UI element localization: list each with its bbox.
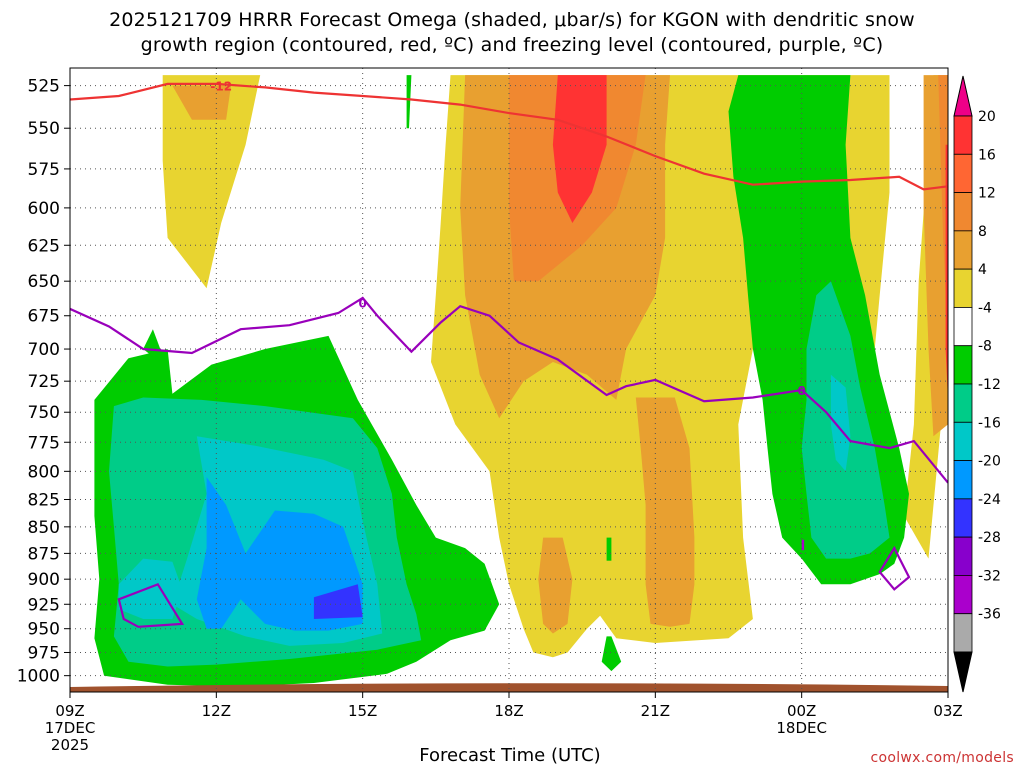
- x-tick-label-15Z: 15Z: [348, 702, 377, 720]
- colorbar-label-5: -4: [978, 300, 992, 316]
- omega-region-11: [945, 144, 948, 400]
- freezing-contour-label: 0: [358, 296, 366, 310]
- x-tick-sublabel-00Z: 18DEC: [776, 719, 827, 737]
- colorbar-swatch-0: [953, 115, 973, 155]
- colorbar-label-7: -12: [978, 377, 1001, 393]
- freezing-level-line: [70, 296, 948, 484]
- colorbar-swatch-3: [953, 230, 973, 270]
- freezing-closed-contour-1: [878, 545, 911, 591]
- colorbar-label-12: -32: [978, 568, 1001, 584]
- y-tick-label-525: 525: [28, 77, 60, 97]
- y-tick-label-700: 700: [28, 340, 60, 360]
- y-tick-label-925: 925: [28, 595, 60, 615]
- omega-region-25: [801, 539, 805, 551]
- y-tick-label-650: 650: [28, 272, 60, 292]
- y-tick-label-850: 850: [28, 518, 60, 538]
- colorbar-label-9: -20: [978, 454, 1001, 470]
- x-tick-year-09Z: 2025: [51, 736, 89, 754]
- axes: 525 550 575 600 625 650 675 700 725 750 775 800 825 8…: [17, 67, 963, 754]
- x-tick-label-03Z: 03Z: [933, 702, 962, 720]
- colorbar-label-3: 8: [978, 224, 987, 240]
- x-axis-label: Forecast Time (UTC): [419, 745, 601, 766]
- contour-lines: [70, 82, 948, 628]
- colorbar-label-2: 12: [978, 186, 996, 202]
- chart-title-line1: 2025121709 HRRR Forecast Omega (shaded, …: [109, 9, 915, 31]
- freezing-closed-contour-0: [117, 582, 185, 628]
- colorbar-swatch-7: [953, 383, 973, 423]
- colorbar-label-13: -36: [978, 607, 1001, 623]
- colorbar-swatch-4: [953, 268, 973, 308]
- x-tick-label-21Z: 21Z: [641, 702, 670, 720]
- colorbar: 20 16 12 8 4 -4 -8 -12 -16 -20 -24 -28 -32 -36: [953, 75, 1001, 693]
- colorbar-label-4: 4: [978, 262, 987, 278]
- y-tick-label-950: 950: [28, 620, 60, 640]
- y-tick-label-875: 875: [28, 544, 60, 564]
- omega-region-22: [313, 584, 363, 619]
- x-tick-sublabel-09Z: 17DEC: [45, 719, 96, 737]
- colorbar-label-0: 20: [978, 109, 996, 125]
- y-tick-label-975: 975: [28, 643, 60, 663]
- colorbar-swatch-8: [953, 421, 973, 461]
- x-tick-label-00Z: 00Z: [787, 702, 816, 720]
- colorbar-swatch-5: [953, 307, 973, 347]
- y-tick-label-775: 775: [28, 433, 60, 453]
- y-tick-label-750: 750: [28, 403, 60, 423]
- dendritic-contour-line: [70, 82, 948, 191]
- omega-region-12: [406, 75, 412, 129]
- dendritic-contour-label: -12: [210, 80, 232, 94]
- colorbar-swatch-9: [953, 460, 973, 500]
- colorbar-swatch-1: [953, 153, 973, 193]
- colorbar-swatch-13: [953, 613, 973, 653]
- colorbar-label-11: -28: [978, 530, 1001, 546]
- colorbar-swatch-2: [953, 192, 973, 232]
- chart-title-line2: growth region (contoured, red, ºC) and f…: [140, 34, 884, 56]
- omega-region-20: [118, 558, 183, 619]
- y-tick-label-550: 550: [28, 119, 60, 139]
- colorbar-label-8: -16: [978, 415, 1001, 431]
- y-tick-label-600: 600: [28, 199, 60, 219]
- y-tick-label-675: 675: [28, 307, 60, 327]
- colorbar-swatch-6: [953, 345, 973, 385]
- colorbar-swatch-12: [953, 575, 973, 615]
- terrain-strip: [70, 683, 948, 692]
- colorbar-label-10: -24: [978, 492, 1001, 508]
- freezing-contour-label-2: 0: [797, 384, 805, 398]
- omega-region-15: [830, 374, 851, 472]
- omega-shading: [70, 75, 948, 692]
- y-tick-label-1000: 1000: [17, 667, 60, 687]
- colorbar-bottom-arrow: [953, 651, 973, 693]
- colorbar-swatch-11: [953, 536, 973, 576]
- y-tick-label-800: 800: [28, 462, 60, 482]
- omega-region-8: [552, 75, 607, 223]
- omega-region-21: [196, 477, 363, 631]
- x-tick-label-18Z: 18Z: [494, 702, 523, 720]
- y-tick-label-900: 900: [28, 570, 60, 590]
- omega-region-10: [938, 75, 948, 349]
- omega-region-24: [601, 636, 622, 672]
- colorbar-top-arrow: [953, 75, 973, 117]
- y-tick-label-825: 825: [28, 491, 60, 511]
- x-tick-label-09Z: 09Z: [55, 702, 84, 720]
- omega-region-6: [538, 537, 573, 634]
- y-tick-label-725: 725: [28, 372, 60, 392]
- y-tick-label-575: 575: [28, 160, 60, 180]
- colorbar-label-6: -8: [978, 339, 992, 355]
- omega-region-1: [172, 85, 231, 120]
- omega-region-5: [635, 397, 695, 627]
- credit-text[interactable]: coolwx.com/models: [870, 750, 1014, 766]
- colorbar-swatch-10: [953, 498, 973, 538]
- omega-region-23: [606, 537, 612, 561]
- x-tick-label-12Z: 12Z: [202, 702, 231, 720]
- y-tick-label-625: 625: [28, 236, 60, 256]
- colorbar-label-1: 16: [978, 147, 996, 163]
